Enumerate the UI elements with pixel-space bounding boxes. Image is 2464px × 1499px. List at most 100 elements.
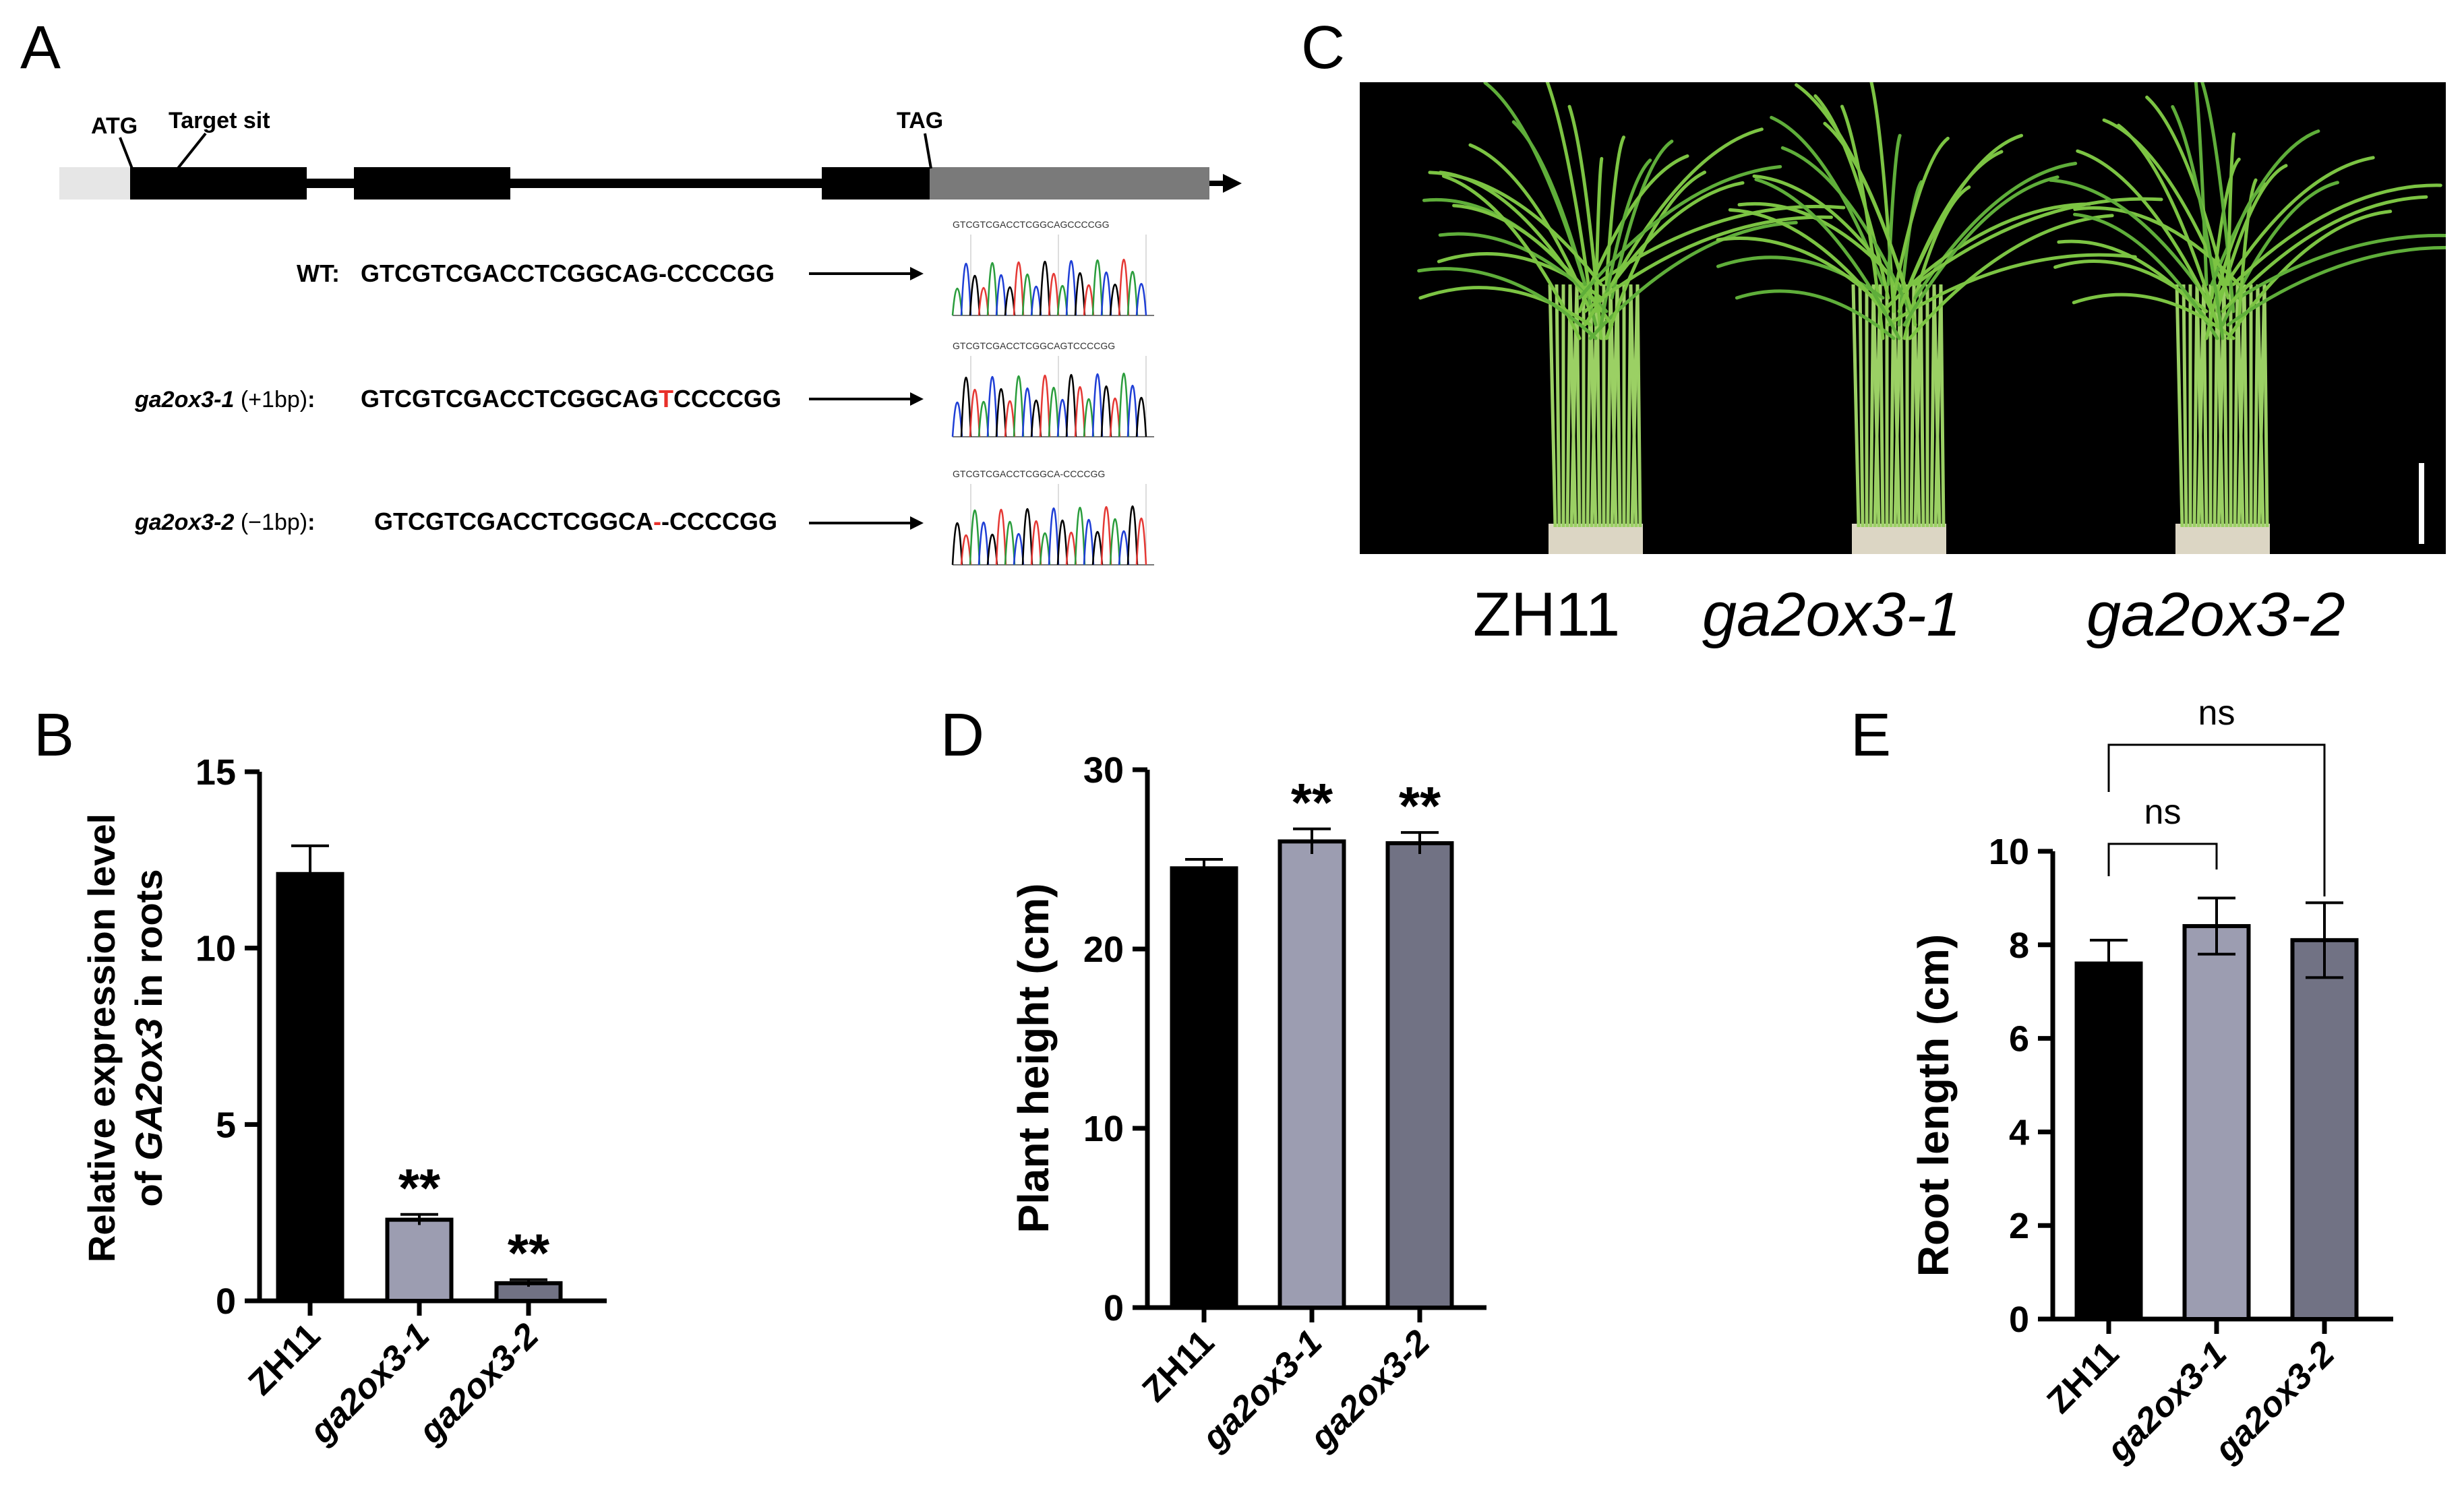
sequence-ga2ox3-1-insert: T <box>659 385 673 412</box>
chromatogram-peak <box>1091 373 1104 437</box>
bar-ga2ox3-1 <box>2182 924 2251 1322</box>
sequence-row-wt: WT: GTCGTCGACCTCGGCAG-CCCCGG <box>297 259 924 287</box>
significance-label: ** <box>508 1223 550 1283</box>
chromatogram-peak <box>995 509 1007 565</box>
y-tick-label: 20 <box>1083 929 1124 970</box>
genotype-ga2ox3-2: ga2ox3-2 <box>134 510 234 535</box>
sequence-ga2ox3-2-post: -CCCCGG <box>661 508 777 535</box>
chart-d: Plant height (cm) 0102030ZH11**ga2ox3-1*… <box>1009 750 1486 1459</box>
chromatogram-peak <box>1100 506 1112 565</box>
chromatogram-peak <box>1039 532 1051 565</box>
comparison-bracket <box>2107 743 2326 896</box>
bar-ZH11 <box>1170 866 1238 1310</box>
bar-ZH11 <box>276 871 344 1303</box>
intron-1 <box>307 179 354 188</box>
arrow-wt <box>910 267 924 280</box>
chromatogram-peak <box>1065 531 1077 565</box>
significance-label: ** <box>1399 776 1441 836</box>
chart-e: Root length (cm) 0246810ZH11ga2ox3-1ga2o… <box>1909 694 2393 1470</box>
x-tick-label: ZH11 <box>241 1316 328 1403</box>
tag-label: TAG <box>897 108 943 133</box>
svg-text:ga2ox3-1 (+1bp):: ga2ox3-1 (+1bp): <box>134 387 315 412</box>
chromatogram-peak <box>1074 506 1086 565</box>
chromatogram-peak <box>978 287 990 316</box>
sequence-ga2ox3-1-pre: GTCGTCGACCTCGGCAG <box>361 385 659 412</box>
y-tick-label: 10 <box>1989 832 2029 872</box>
chromatogram-peak <box>951 522 963 565</box>
y-tick-label: 2 <box>2009 1206 2029 1246</box>
panel-label-c: C <box>1301 14 1345 82</box>
chromatogram-peak <box>1118 530 1130 565</box>
chart-b-ylabel-line2: of GA2ox3 in roots <box>127 869 170 1207</box>
chromatogram-peak <box>986 375 998 437</box>
chromatogram-peak <box>951 401 963 437</box>
y-tick-label: 6 <box>2009 1019 2029 1060</box>
chromatogram-peak <box>1100 271 1112 316</box>
chromatogram-peak <box>995 388 1007 437</box>
y-tick-label: 4 <box>2009 1112 2029 1153</box>
panel-label-e: E <box>1851 702 1892 769</box>
chromatogram-peak <box>1065 373 1077 437</box>
chromatogram-peak <box>1039 261 1051 316</box>
chromatogram-seq-0: GTCGTCGACCTCGGCAGCCCCGG <box>953 219 1110 230</box>
chromatogram-peak <box>1021 388 1033 437</box>
chromatogram-peak <box>969 275 981 316</box>
bar-ga2ox3-1 <box>385 1217 454 1304</box>
gene-direction-arrow <box>1223 174 1242 193</box>
sequence-ga2ox3-2-pre: GTCGTCGACCTCGGCA <box>374 508 653 535</box>
sequence-row-ga2ox3-2: ga2ox3-2 (−1bp): GTCGTCGACCTCGGCA--CCCCG… <box>134 508 924 535</box>
chromatogram-peak <box>1083 398 1095 437</box>
sequence-wt-pre: GTCGTCGACCTCGGCAG <box>361 259 659 287</box>
tag-pointer <box>924 133 932 169</box>
sequence-ga2ox3-2-deletion: - <box>653 508 661 535</box>
chart-d-ylabel: Plant height (cm) <box>1009 883 1058 1233</box>
chromatogram-peak <box>978 521 990 565</box>
y-tick-label: 8 <box>2009 925 2029 966</box>
chromatogram-peak <box>951 288 963 316</box>
svg-text:ga2ox3-2 (−1bp):: ga2ox3-2 (−1bp): <box>134 510 315 535</box>
chromatogram-peak <box>1135 517 1147 565</box>
panel-label-d: D <box>940 702 984 769</box>
chromatogram-peak <box>969 510 981 565</box>
chromatogram-peak <box>1118 258 1130 316</box>
chromatogram-peak <box>1126 505 1139 565</box>
chromatogram-peak <box>1135 282 1147 316</box>
plant-0 <box>1417 62 1846 554</box>
chromatogram-peak <box>986 262 998 316</box>
svg-text:GTCGTCGACCTCGGCA--CCCCGG: GTCGTCGACCTCGGCA--CCCCGG <box>374 508 777 535</box>
chromatogram-peak <box>1004 400 1016 437</box>
atg-label: ATG <box>91 113 138 139</box>
chromatogram-peak <box>1013 262 1025 316</box>
chromatogram-peak <box>960 263 972 316</box>
x-tick-label: ZH11 <box>1135 1322 1222 1409</box>
comparison-bracket <box>2107 843 2218 876</box>
exon-1 <box>130 167 307 200</box>
chart-b-ylabel-line1: Relative expression level <box>80 814 123 1262</box>
atg-pointer <box>119 137 133 169</box>
chromatogram-peak <box>960 534 972 565</box>
sequence-wt-post: CCCCGG <box>667 259 775 287</box>
target-site-label: Target sit <box>169 108 270 133</box>
scale-bar <box>2419 463 2424 544</box>
y-tick-label: 10 <box>1083 1109 1124 1149</box>
plant-1 <box>1716 80 2163 554</box>
photo-label-ga2ox3-2: ga2ox3-2 <box>2086 580 2345 649</box>
chromatogram-peak <box>1048 272 1060 316</box>
y-tick-label: 10 <box>196 929 236 969</box>
chromatogram-peak <box>1056 399 1069 437</box>
panel-label-b: B <box>34 702 75 769</box>
x-tick-label: ZH11 <box>2040 1334 2127 1421</box>
gene-structure-diagram: ATG Target sit TAG WT: GTCGTCGACCTCGGCAG… <box>59 108 1242 565</box>
chromatogram-peak <box>1091 259 1104 316</box>
y-tick-label: 0 <box>216 1281 236 1322</box>
chromatogram-peak <box>1048 387 1060 437</box>
chromatogram-peak <box>1004 520 1016 565</box>
y-tick-label: 0 <box>2009 1299 2029 1340</box>
y-tick-label: 0 <box>1104 1288 1124 1328</box>
chromatogram-peak <box>1109 518 1121 565</box>
utr5-block <box>59 167 130 200</box>
exon-2 <box>354 167 510 200</box>
chromatogram-peak <box>1126 270 1139 316</box>
chromatogram-peak <box>1056 284 1069 316</box>
chromatogram-peak <box>1126 385 1139 437</box>
